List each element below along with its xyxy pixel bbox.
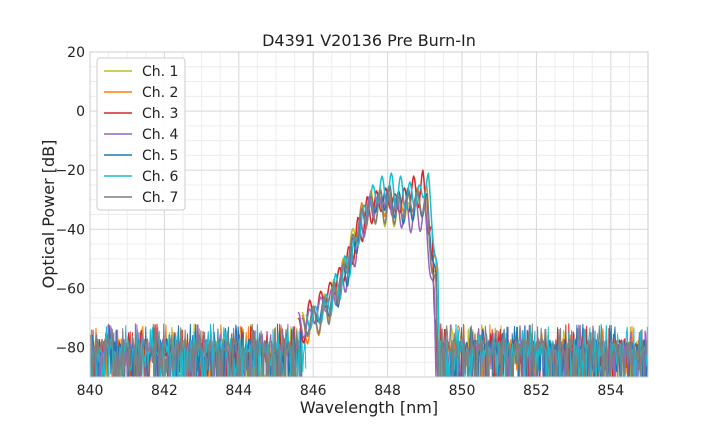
y-axis-label: Optical Power [dB] xyxy=(39,140,58,289)
x-tick-label: 844 xyxy=(225,383,252,399)
x-tick-label: 848 xyxy=(374,383,401,399)
y-tick-label: 20 xyxy=(67,45,85,61)
x-axis-label: Wavelength [nm] xyxy=(300,398,438,417)
legend-label-5: Ch. 5 xyxy=(142,148,178,164)
legend-label-7: Ch. 7 xyxy=(142,190,178,206)
legend: Ch. 1 Ch. 2 Ch. 3 Ch. 4 Ch. 5 Ch. 6 Ch. 7 xyxy=(96,57,186,211)
noise-trace-7 xyxy=(437,323,648,377)
y-tick-label: −20 xyxy=(55,163,85,179)
legend-label-2: Ch. 2 xyxy=(142,85,178,101)
legend-label-1: Ch. 1 xyxy=(142,64,178,80)
noise-floor-traces xyxy=(90,323,648,377)
y-tick-label: 0 xyxy=(76,104,85,120)
x-tick-label: 846 xyxy=(300,383,327,399)
y-tick-label: −40 xyxy=(55,222,85,238)
spectrum-line-4 xyxy=(297,190,437,377)
x-tick-label: 842 xyxy=(151,383,178,399)
x-tick-label: 840 xyxy=(77,383,104,399)
y-tick-label: −80 xyxy=(55,340,85,356)
legend-label-6: Ch. 6 xyxy=(142,169,179,185)
legend-label-3: Ch. 3 xyxy=(142,106,178,122)
x-tick-label: 854 xyxy=(597,383,624,399)
legend-label-4: Ch. 4 xyxy=(142,127,179,143)
legend-box xyxy=(96,57,186,211)
plot-frame xyxy=(89,51,649,378)
x-tick-label: 852 xyxy=(523,383,550,399)
spectrum-line-6 xyxy=(305,172,441,377)
chart-title: D4391 V20136 Pre Burn-In xyxy=(262,31,476,50)
x-tick-labels: 840 842 844 846 848 850 852 854 xyxy=(77,383,625,399)
y-tick-label: −60 xyxy=(55,281,85,297)
noise-trace-6 xyxy=(439,323,648,377)
noise-trace-7 xyxy=(90,323,303,377)
x-tick-label: 850 xyxy=(449,383,476,399)
legend-items: Ch. 1 Ch. 2 Ch. 3 Ch. 4 Ch. 5 Ch. 6 Ch. 7 xyxy=(104,64,179,206)
y-tick-labels: 20 0 −20 −40 −60 −80 xyxy=(55,45,85,356)
spectrum-traces xyxy=(297,169,441,377)
spectrum-line-7 xyxy=(301,187,439,377)
